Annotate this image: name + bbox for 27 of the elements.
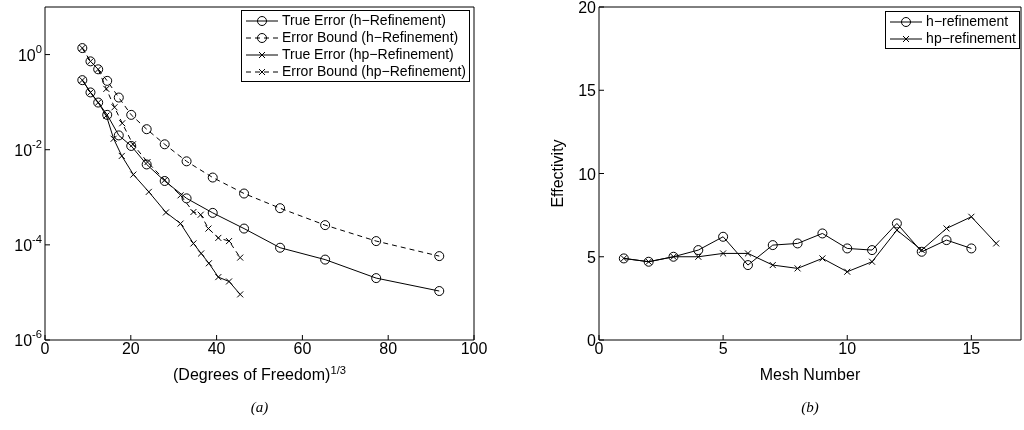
x-tick-label: 100 bbox=[460, 340, 488, 357]
x-tick-label: 60 bbox=[293, 340, 312, 357]
y-tick-label: 10$^{-4}$ bbox=[14, 232, 42, 254]
legend-label: True Error (h−Refinement) bbox=[281, 12, 446, 29]
y-tick-label: 10$^{-2}$ bbox=[14, 137, 42, 159]
x-axis-title: Mesh Number bbox=[759, 366, 861, 383]
legend-label: h−refinement bbox=[926, 13, 1009, 30]
legend-label: True Error (hp−Refinement) bbox=[281, 46, 454, 63]
y-tick-label: 15 bbox=[578, 81, 597, 99]
legend-label: Error Bound (h−Refinement) bbox=[281, 29, 459, 46]
x-tick-label: 10 bbox=[838, 340, 857, 357]
y-tick-label: 10$^{-6}$ bbox=[14, 328, 42, 349]
x-tick-label: 80 bbox=[379, 340, 398, 357]
x-axis-title: (Degrees of Freedom)$^{1/3}$ bbox=[173, 364, 346, 383]
text: (a) bbox=[250, 399, 269, 416]
y-axis-title: Effectivity bbox=[549, 139, 566, 208]
y-tick-label: 10$^{0}$ bbox=[17, 42, 42, 64]
legend-label: hp−refinement bbox=[926, 30, 1016, 47]
x-tick-label: 5 bbox=[718, 340, 728, 357]
x-tick-label: 40 bbox=[207, 340, 226, 357]
y-tick-label: 5 bbox=[587, 248, 597, 266]
x-tick-label: 20 bbox=[121, 340, 140, 357]
y-tick-label: 10 bbox=[578, 165, 597, 182]
y-tick-label: 20 bbox=[578, 0, 597, 16]
text: (b) bbox=[801, 399, 819, 416]
x-tick-label: 15 bbox=[962, 340, 981, 357]
legend-label: Error Bound (hp−Refinement) bbox=[281, 63, 466, 80]
